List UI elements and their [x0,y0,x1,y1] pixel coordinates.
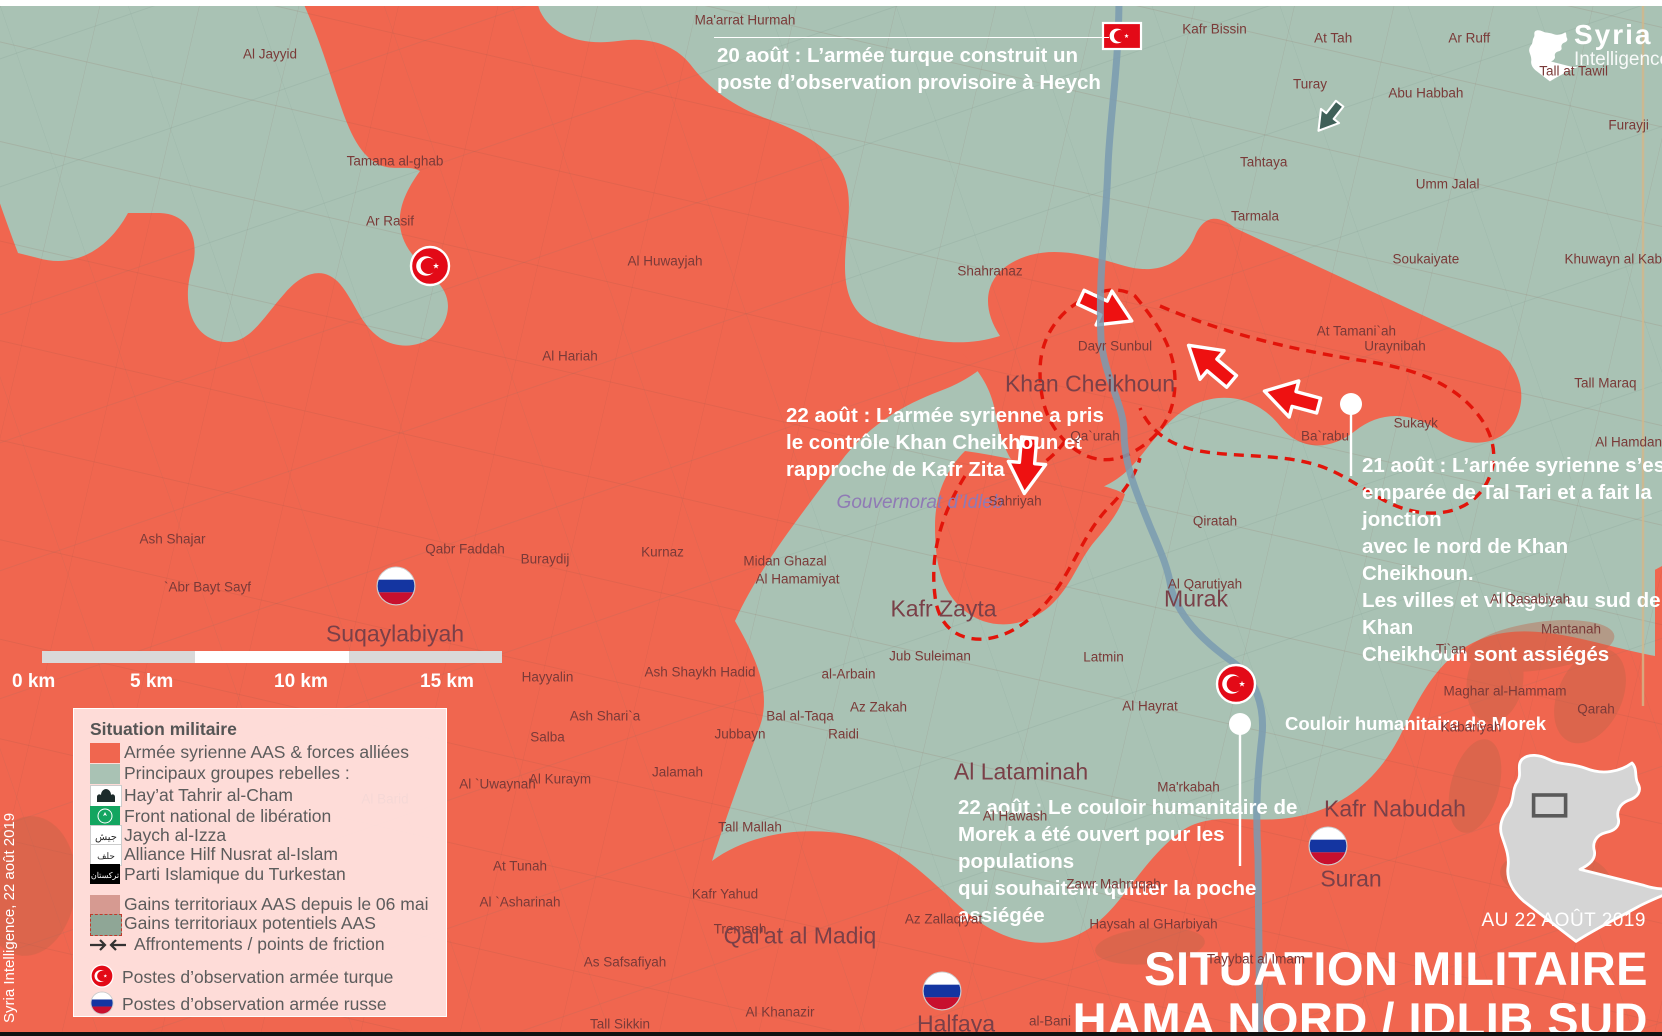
svg-text:حلف: حلف [97,851,115,861]
svg-text:تركستان: تركستان [91,871,119,880]
svg-text:جيش: جيش [95,832,117,843]
